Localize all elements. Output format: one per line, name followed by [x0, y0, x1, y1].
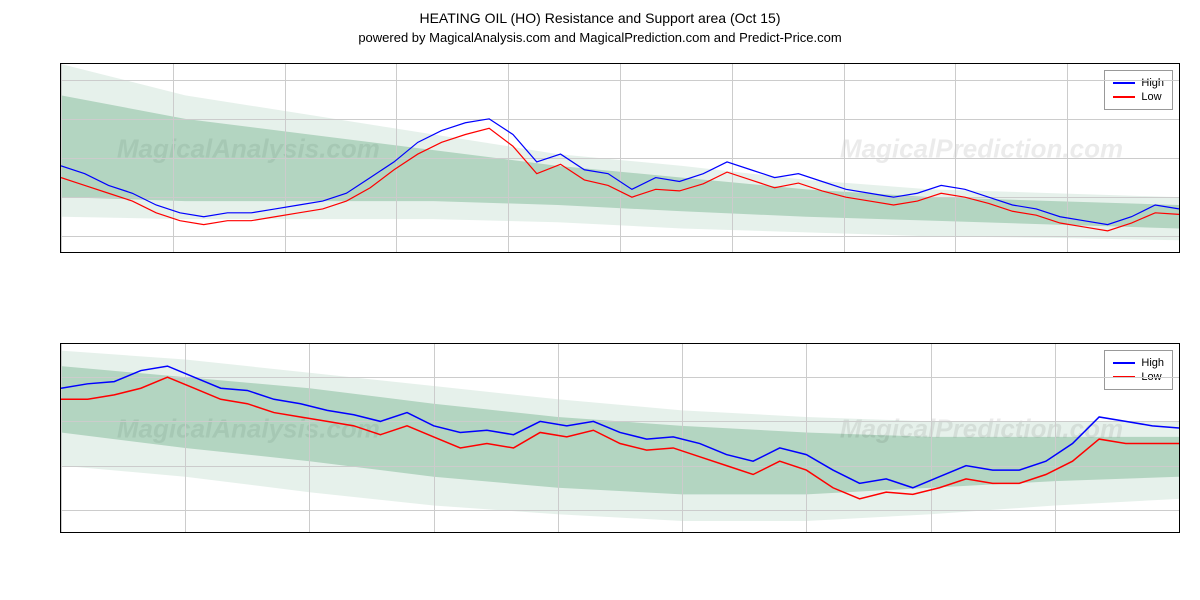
x-tick-label: 2024-07-01 — [157, 532, 213, 533]
chart-upper-plot-area: MagicalAnalysis.com MagicalPrediction.co… — [60, 63, 1180, 253]
x-tick-label: 2024-11 — [1159, 252, 1180, 253]
chart-lower-plot-area: MagicalAnalysis.com MagicalPrediction.co… — [60, 343, 1180, 533]
high-series-line — [61, 366, 1179, 488]
low-series-line — [61, 128, 1179, 231]
x-tick-label: 2023-05 — [153, 252, 193, 253]
grid-line — [1179, 344, 1180, 532]
x-tick-label: 2024-07 — [935, 252, 975, 253]
grid-line — [1179, 64, 1180, 252]
chart-title: HEATING OIL (HO) Resistance and Support … — [10, 10, 1190, 26]
x-tick-label: 2023-09 — [376, 252, 416, 253]
x-tick-label: 2023-11 — [488, 252, 528, 253]
x-tick-label: 2023-07 — [264, 252, 304, 253]
x-tick-label: 2024-09-01 — [654, 532, 710, 533]
chart-subtitle: powered by MagicalAnalysis.com and Magic… — [10, 30, 1190, 45]
x-tick-label: 2024-07-15 — [281, 532, 337, 533]
x-tick-label: 2024-06-15 — [60, 532, 89, 533]
x-tick-label: 2024-03 — [712, 252, 752, 253]
high-series-line — [61, 119, 1179, 225]
x-tick-label: 2024-08-15 — [530, 532, 586, 533]
x-tick-label: 2023-03 — [60, 252, 81, 253]
x-tick-label: 2024-10-01 — [902, 532, 958, 533]
x-tick-label: 2024-01 — [600, 252, 640, 253]
x-tick-label: 2024-10-15 — [1027, 532, 1083, 533]
x-tick-label: 2024-09 — [1047, 252, 1087, 253]
x-tick-label: 2024-08-01 — [406, 532, 462, 533]
low-series-line — [61, 377, 1179, 499]
x-tick-label: 2024-05 — [823, 252, 863, 253]
series-svg — [61, 344, 1179, 532]
x-tick-label: 2024-11-01 — [1151, 532, 1180, 533]
chart-upper: MagicalAnalysis.com MagicalPrediction.co… — [10, 53, 1190, 293]
chart-lower: MagicalAnalysis.com MagicalPrediction.co… — [10, 333, 1190, 573]
series-svg — [61, 64, 1179, 252]
x-tick-label: 2024-09-15 — [778, 532, 834, 533]
